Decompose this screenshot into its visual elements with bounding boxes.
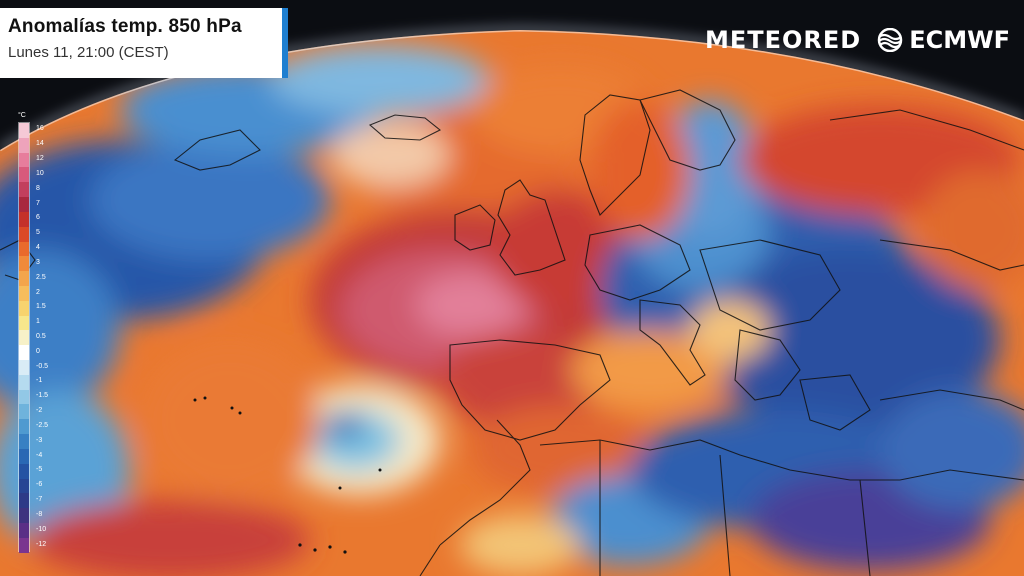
- legend-tick-label: 14: [36, 140, 44, 148]
- ecmwf-logo: ECMWF: [875, 26, 1010, 54]
- legend-swatch: [19, 419, 29, 435]
- brand-logos: METEORED ECMWF: [705, 26, 1010, 54]
- legend-swatch: [19, 285, 29, 301]
- coastlines: [0, 89, 1024, 576]
- legend-tick-label: 2: [36, 288, 40, 296]
- legend-tick-label: -1: [36, 377, 43, 385]
- legend-swatch: [19, 434, 29, 449]
- legend-swatch: [19, 315, 29, 331]
- legend-swatch: [19, 404, 29, 420]
- legend-swatch: [19, 167, 29, 183]
- legend-swatch: [19, 256, 29, 272]
- legend-tick-label: 6: [36, 214, 40, 222]
- legend-swatch: [19, 374, 29, 390]
- legend-tick-label: -1.5: [36, 392, 49, 400]
- legend-tick-label: 10: [36, 169, 44, 177]
- legend-swatch: [19, 211, 29, 227]
- legend-swatch: [19, 493, 29, 509]
- legend-tick-label: 1: [36, 318, 40, 326]
- legend-swatch: [19, 478, 29, 494]
- legend-tick-label: -12: [36, 540, 47, 548]
- forecast-time: Lunes 11, 21:00 (CEST): [8, 44, 169, 61]
- legend-swatch: [19, 345, 29, 360]
- legend-swatch: [19, 508, 29, 523]
- legend-tick-label: 12: [36, 155, 44, 163]
- legend-tick-label: 3: [36, 258, 40, 266]
- legend-swatch: [19, 182, 29, 198]
- legend-tick-label: -0.5: [36, 362, 49, 370]
- color-legend: °C 16 14 12 10 8 7 6 5 4 3 2.5 2 1.5 1 0.5 0 -0.5 -1 -1.5 -…: [14, 112, 54, 560]
- legend-swatch: [19, 226, 29, 242]
- legend-tick-label: -3: [36, 436, 43, 444]
- legend-tick-label: 16: [36, 125, 44, 133]
- legend-tick-label: -5: [36, 466, 43, 474]
- legend-tick-label: 0: [36, 347, 40, 355]
- title-panel: Anomalías temp. 850 hPa Lunes 11, 21:00 …: [0, 8, 288, 78]
- legend-tick-label: 0.5: [36, 333, 46, 340]
- meteored-logo: METEORED: [704, 26, 862, 54]
- legend-tick-label: -6: [36, 481, 43, 489]
- legend-tick-label: 8: [36, 184, 40, 192]
- legend-tick-label: -2: [36, 407, 43, 415]
- legend-swatch: [19, 152, 29, 168]
- legend-unit: °C: [18, 112, 26, 119]
- globe-edge: [0, 30, 1024, 152]
- legend-tick-label: 1.5: [36, 303, 46, 311]
- legend-tick-label: -7: [36, 496, 43, 504]
- page-title: Anomalías temp. 850 hPa: [8, 16, 242, 37]
- legend-swatch: [19, 463, 29, 479]
- legend-colorbar: [18, 122, 30, 553]
- legend-swatch: [19, 123, 29, 138]
- legend-swatch: [19, 389, 29, 405]
- legend-labels: 16 14 12 10 8 7 6 5 4 3 2.5 2 1.5 1 0.5 0 -0.5 -1 -1.5 -2 -2…: [36, 122, 60, 552]
- legend-swatch: [19, 360, 29, 375]
- legend-tick-label: -4: [36, 451, 43, 459]
- islands: [193, 396, 382, 554]
- legend-swatch: [19, 330, 29, 346]
- legend-tick-label: 2.5: [36, 273, 46, 281]
- legend-tick-label: -10: [36, 525, 47, 533]
- legend-swatch: [19, 197, 29, 212]
- legend-swatch: [19, 137, 29, 153]
- legend-swatch: [19, 271, 29, 286]
- ecmwf-waves-icon: [877, 28, 903, 52]
- ecmwf-label: ECMWF: [909, 26, 1010, 54]
- legend-tick-label: 4: [36, 244, 40, 252]
- legend-tick-label: -2.5: [36, 421, 49, 429]
- legend-tick-label: 7: [36, 199, 40, 207]
- legend-swatch: [19, 448, 29, 464]
- legend-swatch: [19, 522, 29, 538]
- legend-tick-label: 5: [36, 229, 40, 237]
- legend-swatch: [19, 537, 29, 553]
- legend-swatch: [19, 241, 29, 257]
- legend-swatch: [19, 300, 29, 316]
- legend-tick-label: -8: [36, 510, 43, 518]
